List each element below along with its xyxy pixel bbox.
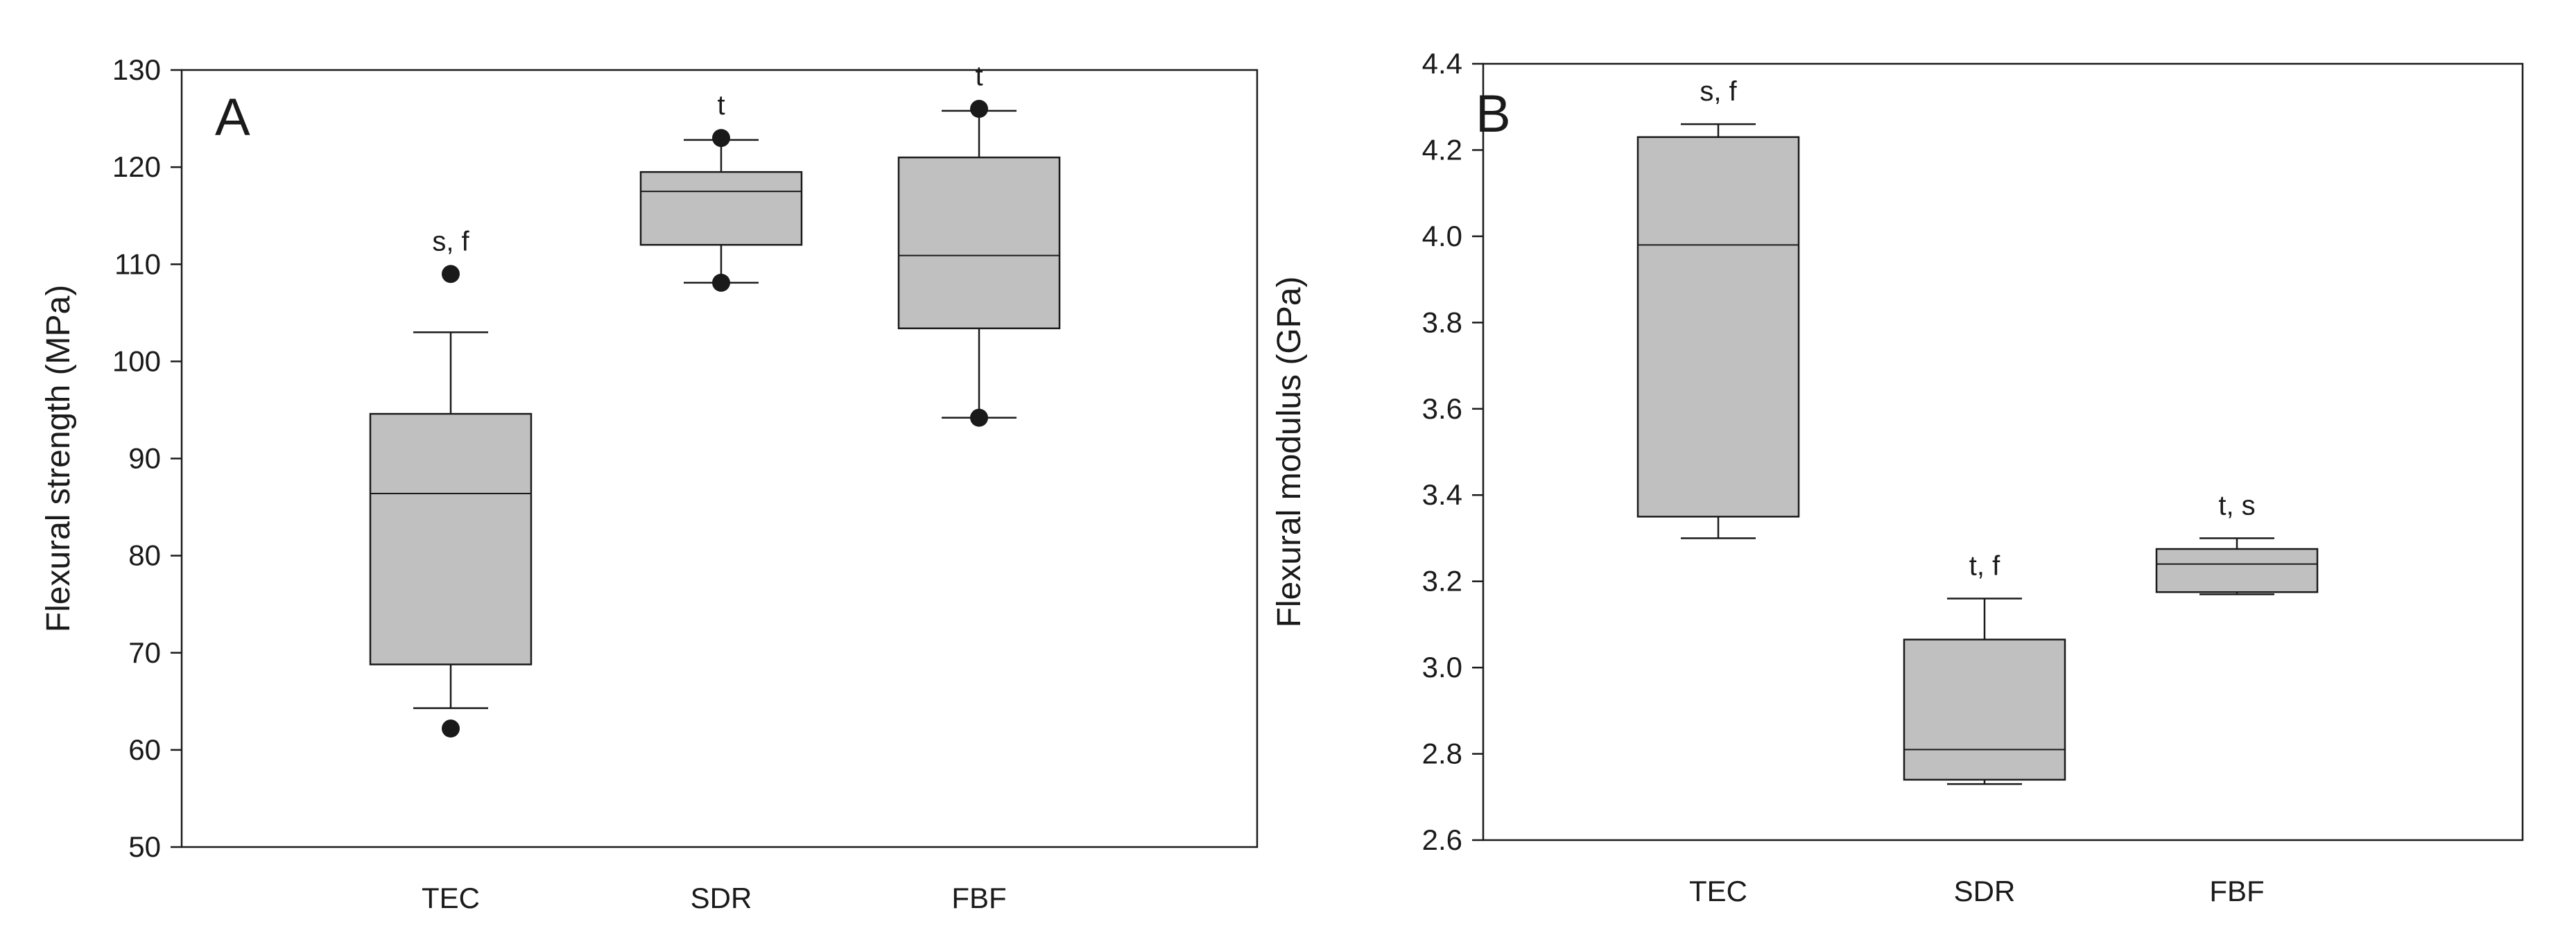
panel-b-y-tick-label: 4.4	[1422, 47, 1462, 80]
panel-a-box-tec: s, f	[369, 226, 533, 738]
panel-a-y-tick-label: 70	[128, 636, 161, 669]
panel-a-box-sdr: t	[639, 90, 803, 292]
panel-b-y-tick-label: 4.2	[1422, 133, 1462, 166]
panel-a-y-tick-label: 120	[112, 150, 161, 183]
panel-b-y-tick-label: 3.8	[1422, 306, 1462, 338]
significance-annotation: t	[975, 61, 983, 91]
outlier-point	[712, 129, 730, 148]
panel-b-y-tick-label: 3.6	[1422, 392, 1462, 425]
panel-a-y-tick-label: 60	[128, 733, 161, 766]
box-iqr	[897, 156, 1061, 329]
outlier-point	[712, 273, 730, 292]
panel-a-x-category-label: FBF	[951, 882, 1006, 914]
panel-b-x-category-label: SDR	[1954, 875, 2016, 907]
panel-b-box-sdr: t, f	[1903, 551, 2066, 785]
significance-annotation: t, s	[2218, 490, 2255, 521]
panel-b-y-tick-label: 3.0	[1422, 651, 1462, 683]
significance-annotation: s, f	[432, 226, 469, 256]
panel-b-y-tick-label: 2.6	[1422, 823, 1462, 856]
panel-a-box-fbf: t	[897, 61, 1061, 427]
panel-a-x-category-label: TEC	[422, 882, 480, 914]
panel-a-x-category-label: SDR	[691, 882, 752, 914]
box-iqr	[1636, 136, 1800, 518]
panel-b-y-tick-label: 3.2	[1422, 565, 1462, 598]
panel-a-y-axis-title: Flexural strength (MPa)	[40, 285, 77, 633]
outlier-point	[970, 408, 988, 427]
outlier-point	[442, 265, 460, 284]
panel-a-panel-letter: A	[215, 88, 250, 147]
panel-b-box-fbf: t, s	[2155, 490, 2319, 595]
panel-a-y-tick-label: 80	[128, 539, 161, 572]
panel-b-plot-frame	[1482, 62, 2524, 841]
box-iqr	[639, 171, 803, 246]
panel-b-y-tick-label: 4.0	[1422, 220, 1462, 252]
panel-b-x-category-label: TEC	[1689, 875, 1747, 907]
panel-b-y-axis-title: Flexural modulus (GPa)	[1271, 277, 1308, 628]
significance-annotation: t	[717, 90, 725, 121]
panel-a-y-tick-label: 130	[112, 53, 161, 86]
significance-annotation: s, f	[1700, 76, 1737, 107]
outlier-point	[970, 100, 988, 119]
panel-b-x-category-label: FBF	[2209, 875, 2264, 907]
box-iqr	[1903, 638, 2066, 781]
panel-b-y-tick-label: 2.8	[1422, 738, 1462, 770]
panel-a-y-tick-label: 100	[112, 344, 161, 377]
panel-b-panel-letter: B	[1476, 85, 1511, 143]
box-iqr	[369, 412, 533, 665]
panel-b: 2.6 2.8 3.0 3.2 3.4 3.6 3.8 4.0 4.2 4.4 Flexural m…	[1271, 47, 2524, 907]
panel-b-box-tec: s, f	[1636, 76, 1800, 539]
panel-a-y-tick-label: 90	[128, 442, 161, 475]
panel-a: 50 60 70 80 90 100 110 120 130 Flexural strength …	[40, 53, 1259, 914]
panel-a-y-tick-label: 50	[128, 830, 161, 863]
panel-a-y-tick-label: 110	[114, 247, 161, 280]
panel-b-y-tick-label: 3.4	[1422, 478, 1462, 511]
box-iqr	[2155, 548, 2319, 593]
outlier-point	[442, 719, 460, 738]
significance-annotation: t, f	[1969, 551, 2000, 582]
